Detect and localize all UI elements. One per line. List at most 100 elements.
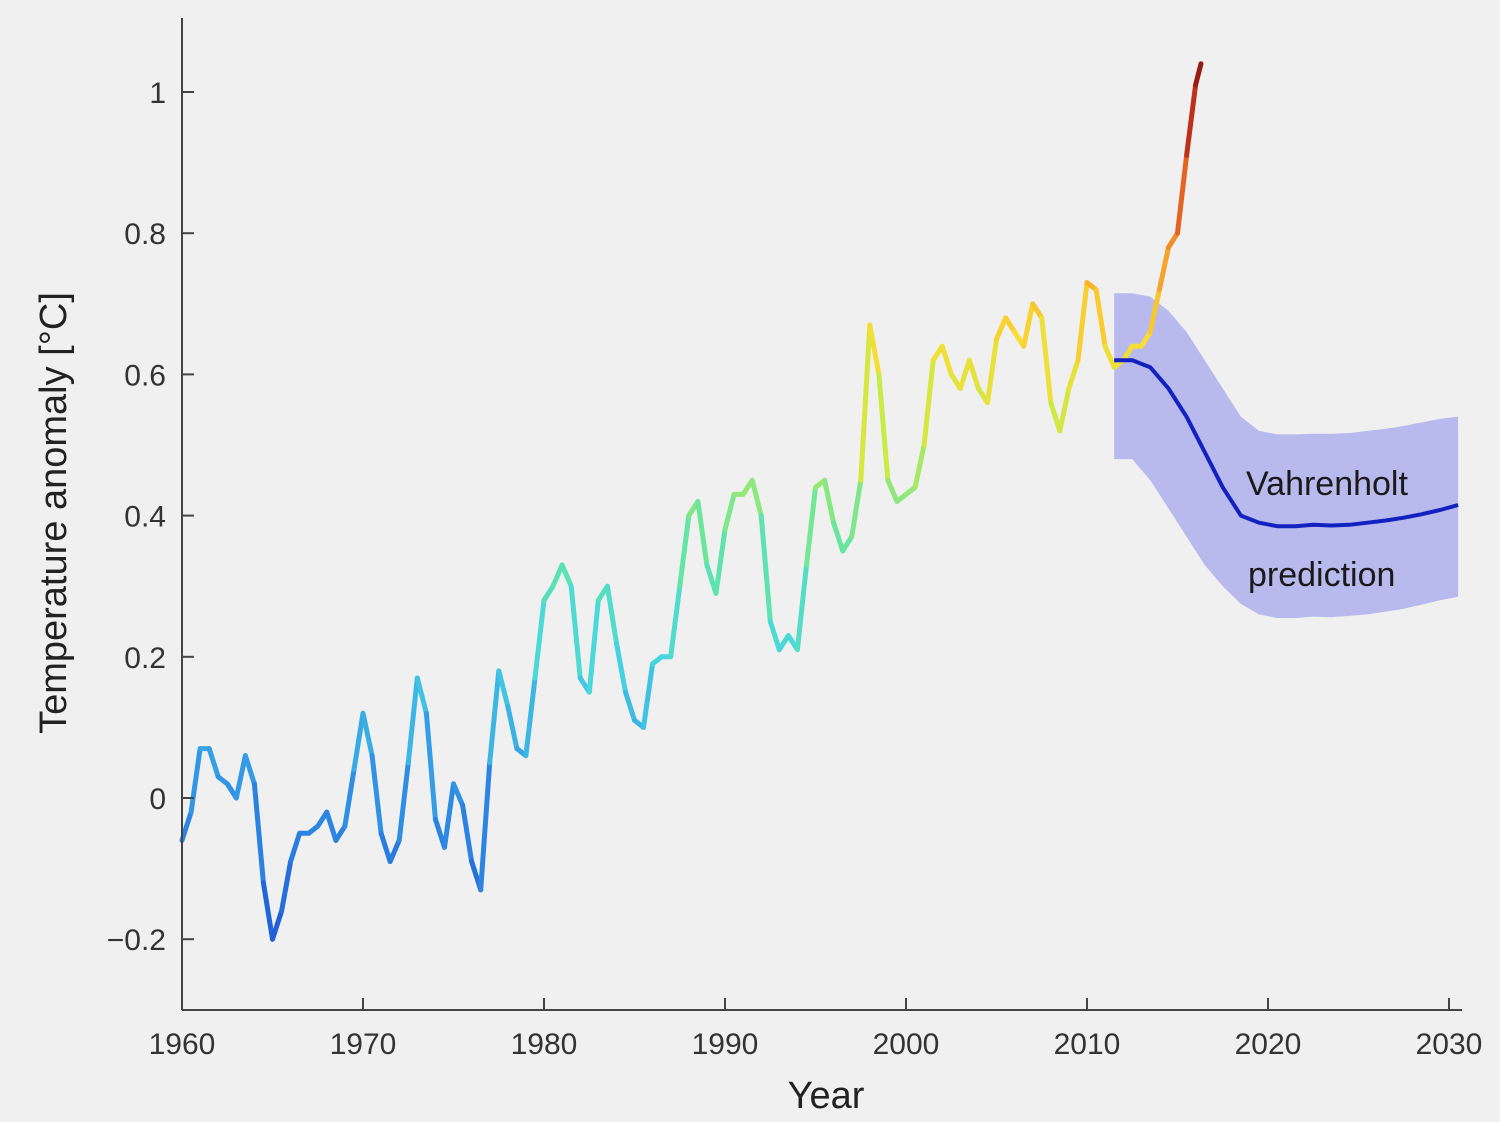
observed-segment [532, 597, 547, 681]
observed-segment [641, 661, 656, 730]
observed-segment [1147, 287, 1162, 335]
observed-segment [550, 562, 565, 589]
x-tick-label: 1960 [149, 1028, 216, 1061]
y-tick-label: 0.4 [124, 501, 166, 534]
observed-segment [1175, 153, 1190, 236]
x-tick-label: 2020 [1235, 1028, 1302, 1061]
observed-series-layer [179, 61, 1204, 942]
observed-segment [985, 336, 999, 406]
observed-segment [496, 668, 511, 709]
observed-segment [939, 343, 954, 377]
observed-segment [1193, 61, 1204, 88]
observed-segment [478, 760, 493, 893]
y-axis-ticks: −0.2 0 0.2 0.4 0.6 0.8 1 [107, 77, 194, 957]
observed-segment [1093, 287, 1108, 349]
observed-segment [1030, 301, 1045, 321]
prediction-series-layer [1114, 358, 1459, 529]
observed-segment [1120, 343, 1135, 363]
observed-segment [912, 442, 927, 490]
observed-segment [442, 781, 456, 850]
x-tick-label: 1990 [692, 1028, 759, 1061]
observed-segment [288, 830, 303, 864]
observed-segment [179, 809, 194, 843]
observed-segment [279, 859, 294, 914]
x-tick-label: 2030 [1416, 1028, 1483, 1061]
x-axis-ticks: 1960 1970 1980 1990 2000 2010 2020 2030 [149, 998, 1483, 1061]
observed-segment [713, 527, 728, 596]
observed-segment [1075, 280, 1090, 363]
observed-segment [1166, 230, 1180, 250]
observed-segment [505, 703, 520, 752]
observed-segment [568, 583, 583, 681]
y-tick-label: −0.2 [107, 924, 166, 957]
observed-segment [767, 619, 782, 653]
x-tick-label: 1970 [330, 1028, 397, 1061]
observed-segment [1003, 315, 1018, 335]
observed-segment [1066, 357, 1081, 391]
observed-segment [1138, 329, 1153, 349]
prediction-band-layer [1114, 293, 1459, 618]
observed-segment [840, 534, 855, 554]
observed-segment [966, 357, 981, 391]
x-tick-label: 2000 [873, 1028, 940, 1061]
observed-segment [623, 689, 637, 723]
prediction-line [1114, 358, 1459, 529]
observed-segment [867, 322, 882, 377]
y-axis-title: Temperature anomaly [°C] [33, 292, 75, 734]
observed-segment [188, 746, 203, 815]
axes [181, 18, 1462, 1011]
observed-segment [613, 640, 628, 695]
observed-segment [722, 491, 737, 533]
observed-segment [396, 760, 411, 843]
y-tick-label: 0.2 [124, 642, 166, 675]
observed-segment [451, 781, 466, 808]
observed-segment [233, 753, 248, 801]
observed-segment [270, 908, 285, 942]
observed-segment [333, 823, 348, 843]
observed-segment [957, 357, 972, 391]
observed-segment [758, 513, 773, 624]
observed-segment [876, 371, 891, 483]
observed-segment [260, 880, 275, 942]
observed-segment [559, 562, 574, 589]
observed-segment [487, 668, 502, 766]
observed-segment [387, 837, 402, 864]
observed-segment [831, 520, 846, 554]
observed-segment [351, 710, 366, 773]
observed-segment [994, 315, 1009, 342]
observed-segment [378, 830, 393, 864]
observed-segment [206, 746, 221, 780]
observed-segment [749, 477, 764, 519]
observed-segment [423, 710, 438, 822]
y-tick-label: 0.6 [124, 359, 166, 392]
observed-segment [858, 322, 873, 483]
observed-segment [405, 675, 420, 766]
observed-segment [921, 357, 936, 448]
observed-segment [414, 675, 429, 716]
observed-segment [794, 562, 809, 653]
observed-segment [885, 477, 900, 504]
observed-segment [1156, 244, 1171, 293]
observed-segment [360, 710, 375, 759]
observed-segment [1102, 343, 1117, 370]
observed-segment [1184, 82, 1199, 158]
observed-segment [342, 767, 357, 829]
observed-segment [1057, 386, 1072, 434]
x-axis-title: Year [788, 1075, 865, 1117]
observed-segment [695, 499, 710, 568]
observed-segment [668, 583, 683, 660]
y-tick-label: 0.8 [124, 218, 166, 251]
observed-segment [523, 675, 538, 759]
y-tick-label: 1 [149, 77, 166, 110]
x-tick-label: 1980 [511, 1028, 578, 1061]
observed-segment [804, 484, 818, 568]
x-tick-label: 2010 [1054, 1028, 1121, 1061]
observed-segment [460, 802, 475, 864]
observed-segment [369, 753, 384, 836]
observed-segment [604, 583, 619, 646]
y-tick-label: 0 [149, 783, 166, 816]
observed-segment [677, 513, 692, 589]
observed-segment [849, 477, 864, 540]
observed-segment [251, 781, 266, 886]
